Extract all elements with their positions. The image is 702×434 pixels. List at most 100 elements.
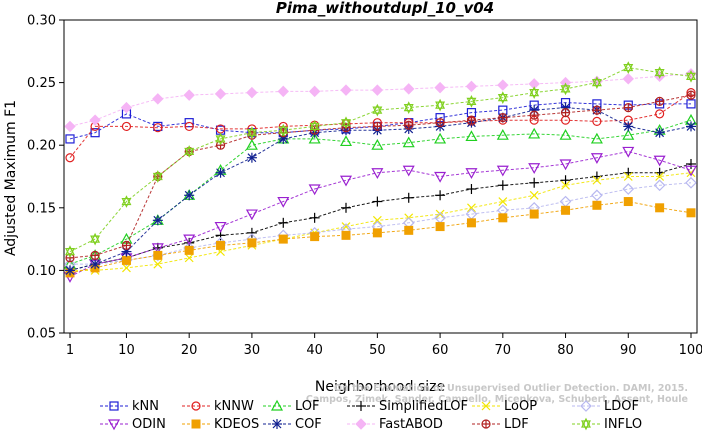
- data-point-simplifiedlof: [686, 158, 696, 169]
- legend: kNN kNNW LOF SimplifiedLOF LoOP LDOF ODIN KDEOS…: [100, 399, 642, 432]
- legend-marker-odin: [107, 419, 121, 431]
- data-point-fastabod: [214, 88, 227, 100]
- data-point-knn: [686, 99, 696, 109]
- data-point-inflo: [497, 91, 508, 104]
- data-point-inflo: [152, 170, 163, 183]
- data-point-simplifiedlof: [403, 192, 414, 203]
- data-point-simplifiedlof: [529, 177, 540, 188]
- data-point-kdeos: [466, 218, 476, 228]
- data-point-odin: [402, 165, 415, 177]
- data-point-kdeos: [310, 232, 320, 242]
- data-point-simplifiedlof: [560, 175, 571, 186]
- data-point-lof: [339, 135, 353, 147]
- data-point-cof: [152, 215, 163, 226]
- series-line-cof: [69, 107, 692, 271]
- data-point-kdeos: [216, 240, 226, 250]
- x-tick-label: 50: [369, 343, 386, 358]
- data-point-fastabod: [465, 80, 478, 93]
- data-point-kdeos: [686, 208, 696, 218]
- data-point-lof: [465, 130, 478, 142]
- data-point-lof: [371, 138, 384, 150]
- series-line-ldof: [70, 182, 692, 265]
- data-point-cof: [560, 102, 571, 113]
- data-point-inflo: [686, 69, 696, 83]
- data-point-odin: [559, 159, 572, 171]
- legend-item-ldf: LDF: [472, 417, 529, 432]
- data-point-odin: [496, 165, 509, 177]
- data-point-loop: [184, 253, 194, 263]
- data-point-ldf: [404, 120, 414, 130]
- data-point-kdeos: [529, 209, 539, 219]
- data-point-simplifiedlof: [435, 190, 446, 201]
- y-tick-label: 0.30: [27, 14, 56, 29]
- watermark-line-2: Campos, Zimek, Sander, Campello, Micenko…: [306, 394, 688, 405]
- data-point-loop: [435, 209, 445, 219]
- legend-label-cof: COF: [295, 417, 322, 432]
- data-point-odin: [590, 153, 603, 164]
- data-point-simplifiedlof: [341, 202, 351, 213]
- legend-marker-simplifiedlof: [356, 401, 366, 411]
- data-point-fastabod: [340, 84, 352, 96]
- data-point-ldof: [653, 179, 666, 192]
- data-point-odin: [245, 209, 258, 221]
- series-lof: [63, 113, 698, 269]
- data-point-fastabod: [497, 79, 509, 91]
- data-point-ldf: [90, 250, 100, 260]
- data-point-ldf: [435, 118, 445, 128]
- legend-item-loop: LoOP: [472, 399, 537, 414]
- data-point-loop: [655, 172, 665, 181]
- data-point-fastabod: [371, 84, 384, 96]
- legend-marker-knn: [109, 401, 119, 411]
- legend-item-odin: ODIN: [100, 417, 166, 432]
- data-point-fastabod: [120, 101, 133, 114]
- data-point-kdeos: [498, 213, 508, 223]
- data-point-odin: [653, 155, 666, 167]
- legend-marker-fastabod: [355, 418, 367, 430]
- data-point-lof: [559, 128, 572, 140]
- legend-item-cof: COF: [263, 417, 322, 432]
- data-point-kdeos: [247, 238, 257, 248]
- data-point-inflo: [309, 120, 320, 133]
- y-tick-label: 0.25: [27, 76, 56, 91]
- legend-item-inflo: INFLO: [572, 417, 642, 432]
- data-point-odin: [339, 175, 353, 187]
- series-line-lof: [69, 119, 692, 265]
- legend-item-knn: kNN: [100, 399, 159, 414]
- legend-label-lof: LOF: [295, 399, 320, 414]
- legend-label-fastabod: FastABOD: [379, 417, 443, 432]
- data-point-inflo: [65, 245, 75, 258]
- data-point-kdeos: [592, 200, 602, 210]
- data-point-ldf: [623, 103, 633, 113]
- data-point-inflo: [90, 232, 101, 246]
- data-point-loop: [529, 190, 539, 200]
- data-point-odin: [528, 163, 541, 174]
- data-point-loop: [372, 215, 382, 225]
- data-point-odin: [434, 171, 447, 183]
- legend-item-knnw: kNNW: [182, 399, 254, 414]
- legend-label-inflo: INFLO: [604, 417, 642, 432]
- data-point-kdeos: [121, 255, 131, 265]
- data-point-fastabod: [89, 114, 101, 126]
- data-point-inflo: [560, 82, 571, 96]
- legend-item-lof: LOF: [263, 399, 320, 414]
- data-point-inflo: [591, 76, 602, 89]
- data-point-fastabod: [403, 83, 415, 95]
- data-point-odin: [277, 196, 290, 208]
- x-tick-label: 70: [495, 343, 512, 358]
- data-point-loop: [122, 263, 131, 273]
- legend-marker-knnw: [191, 401, 201, 411]
- data-point-ldf: [592, 105, 602, 115]
- data-point-kdeos: [561, 205, 571, 215]
- data-point-lof: [402, 136, 415, 148]
- data-point-simplifiedlof: [466, 184, 477, 195]
- series-line-inflo: [69, 67, 692, 253]
- x-axis-label: Neighborhood size: [315, 379, 445, 395]
- data-point-cof: [215, 167, 226, 178]
- plot-border: [63, 19, 698, 334]
- series-inflo: [65, 61, 696, 258]
- series-layer: [63, 61, 698, 283]
- data-point-knnw: [153, 123, 163, 133]
- data-point-ldf: [121, 240, 132, 250]
- data-point-cof: [246, 152, 257, 163]
- data-point-inflo: [246, 126, 257, 140]
